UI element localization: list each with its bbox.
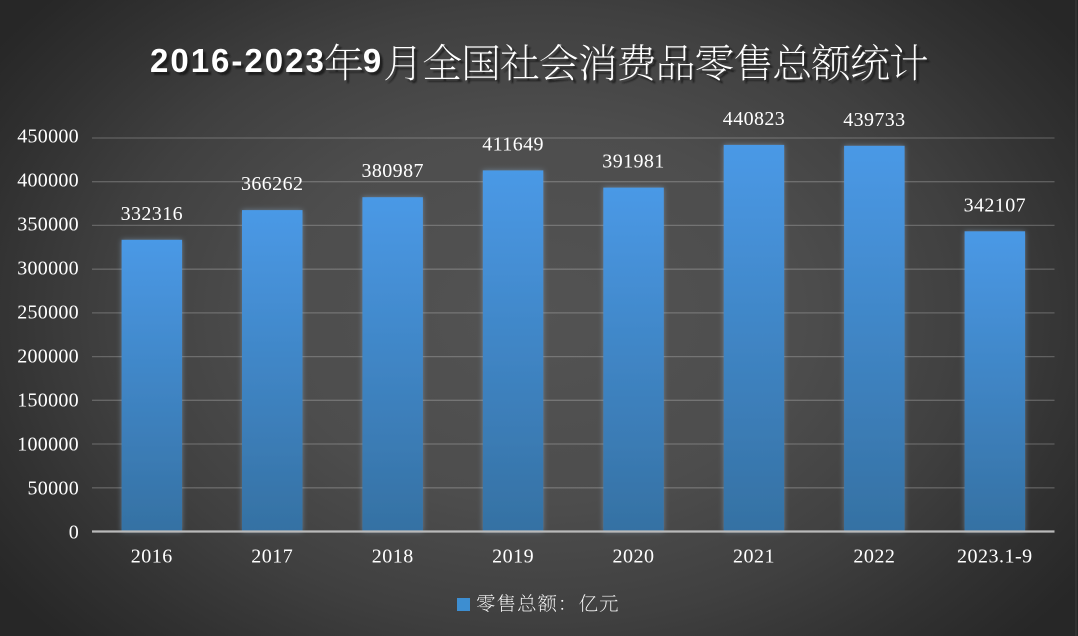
svg-text:2022: 2022 bbox=[853, 546, 895, 568]
svg-text:332316: 332316 bbox=[121, 203, 183, 225]
svg-text:342107: 342107 bbox=[964, 194, 1026, 216]
svg-text:0: 0 bbox=[69, 522, 79, 544]
svg-text:380987: 380987 bbox=[361, 160, 423, 182]
svg-text:2019: 2019 bbox=[492, 546, 534, 568]
svg-text:400000: 400000 bbox=[17, 169, 79, 191]
svg-text:2017: 2017 bbox=[251, 546, 293, 568]
svg-text:411649: 411649 bbox=[482, 133, 544, 155]
svg-text:100000: 100000 bbox=[17, 433, 79, 455]
svg-text:440823: 440823 bbox=[723, 108, 785, 130]
svg-text:366262: 366262 bbox=[241, 173, 303, 195]
svg-text:391981: 391981 bbox=[602, 151, 664, 173]
svg-text:50000: 50000 bbox=[28, 478, 80, 500]
svg-text:300000: 300000 bbox=[17, 257, 79, 279]
svg-text:2016: 2016 bbox=[131, 546, 173, 568]
svg-text:439733: 439733 bbox=[843, 109, 905, 131]
svg-text:2020: 2020 bbox=[613, 546, 655, 568]
svg-text:150000: 150000 bbox=[17, 389, 79, 411]
svg-text:2018: 2018 bbox=[372, 546, 414, 568]
svg-text:200000: 200000 bbox=[17, 345, 79, 367]
svg-text:350000: 350000 bbox=[17, 213, 79, 235]
svg-text:2021: 2021 bbox=[733, 546, 775, 568]
svg-text:450000: 450000 bbox=[17, 125, 79, 147]
svg-text:2023.1-9: 2023.1-9 bbox=[957, 546, 1033, 568]
svg-text:250000: 250000 bbox=[17, 301, 79, 323]
